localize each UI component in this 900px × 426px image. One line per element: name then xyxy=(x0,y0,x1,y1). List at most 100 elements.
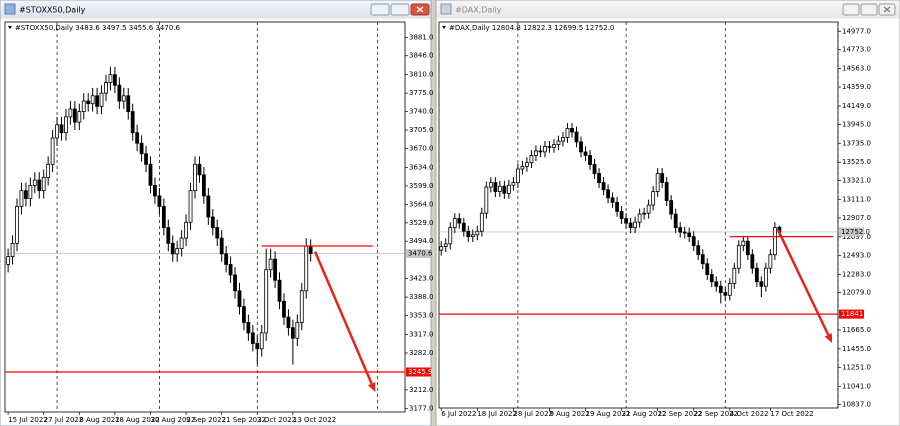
x-tick-label: 21 Sep 2022 xyxy=(222,416,266,424)
title-bar[interactable] xyxy=(436,0,900,19)
candle-body xyxy=(768,254,773,269)
chart-title: #DAX,Daily 12804.8 12822.3 12699.5 12752… xyxy=(449,24,614,32)
close-icon xyxy=(416,6,424,13)
window-title: #DAX,Daily xyxy=(455,6,502,15)
candle-body xyxy=(193,163,197,192)
candle-body xyxy=(497,185,502,192)
y-tick-label: 3705.0 xyxy=(409,126,434,134)
candle-body xyxy=(86,100,91,105)
candle-body xyxy=(543,146,547,153)
candle-body xyxy=(64,116,68,134)
candle-body xyxy=(224,253,229,265)
candle-body xyxy=(282,300,286,318)
candle-body xyxy=(705,263,710,275)
candle-body xyxy=(81,100,86,112)
x-tick-label: 4 Oct 2022 xyxy=(730,410,769,418)
candle-body xyxy=(112,74,117,86)
forecast-arrow-head xyxy=(824,333,833,343)
candle-body xyxy=(184,221,188,239)
x-tick-label: 27 Jul 2022 xyxy=(44,416,84,424)
y-tick-label: 12493.0 xyxy=(842,251,871,259)
candle-body xyxy=(295,322,300,339)
candle-body xyxy=(104,82,108,94)
candle-body xyxy=(108,74,113,84)
candle-body xyxy=(144,153,148,165)
y-tick-label: 12697.0 xyxy=(842,233,871,241)
candle-body xyxy=(506,184,511,194)
candle-body xyxy=(197,163,202,176)
x-tick-label: 18 Jul 2022 xyxy=(477,410,517,418)
forecast-arrow xyxy=(313,251,373,385)
candle-body xyxy=(561,137,565,142)
candle-body xyxy=(157,195,162,207)
candle-body xyxy=(745,240,750,256)
candle-body xyxy=(601,182,606,191)
candle-body xyxy=(606,189,610,199)
x-tick-label: 8 Aug 2022 xyxy=(79,416,119,424)
candle-body xyxy=(246,322,251,334)
x-tick-label: 30 Aug 2022 xyxy=(150,416,195,424)
candle-body xyxy=(308,246,313,254)
y-tick-label: 3810.0 xyxy=(409,71,434,79)
candle-body xyxy=(651,191,656,206)
legend-triangle xyxy=(442,26,446,29)
candle-body xyxy=(228,264,233,276)
candle-body xyxy=(443,243,448,247)
candle-body xyxy=(565,128,570,138)
current-price-box xyxy=(406,249,431,259)
title-bar[interactable] xyxy=(0,0,431,19)
candle-body xyxy=(24,190,28,199)
current-price-box xyxy=(839,227,864,237)
y-tick-label: 3177.0 xyxy=(409,404,434,412)
candle-body xyxy=(68,108,73,118)
candle-body xyxy=(264,269,269,334)
candle-body xyxy=(121,95,126,102)
restore-button[interactable] xyxy=(390,3,410,16)
candle-body xyxy=(250,332,255,344)
candle-body xyxy=(619,210,624,220)
candle-body xyxy=(534,150,538,156)
candle-body xyxy=(664,182,669,201)
restore-button[interactable] xyxy=(860,3,878,16)
y-tick-label: 14563.0 xyxy=(842,65,871,73)
candle-body xyxy=(95,95,100,107)
candle-body xyxy=(19,190,24,207)
candle-body xyxy=(583,151,588,156)
candle-body xyxy=(215,227,220,239)
candle-body xyxy=(678,227,683,233)
minimize-button[interactable] xyxy=(842,3,860,16)
x-tick-label: 9 Aug 2022 xyxy=(549,410,589,418)
chart-window: #DAX,Daily #DAX,Daily 12804.8 12822.3 12… xyxy=(435,0,900,426)
candle-body xyxy=(59,124,64,134)
candle-body xyxy=(588,155,592,165)
window-frame xyxy=(435,0,900,426)
y-tick-label: 13735.0 xyxy=(842,139,871,147)
candle-body xyxy=(691,236,696,247)
candle-body xyxy=(484,186,489,214)
y-tick-label: 12079.0 xyxy=(842,289,871,297)
y-tick-label: 3599.0 xyxy=(409,182,434,190)
candle-body xyxy=(233,274,237,292)
candle-body xyxy=(461,222,466,232)
window-icon xyxy=(440,3,452,15)
candle-body xyxy=(179,237,184,250)
y-tick-label: 12907.0 xyxy=(842,214,871,222)
candle-body xyxy=(290,327,295,339)
chart-title: #STOXX50,Daily 3483.6 3497.5 3455.6 3470… xyxy=(15,24,181,32)
y-tick-label: 3564.0 xyxy=(409,200,434,208)
x-tick-label: 12 Sep 2022 xyxy=(658,410,702,418)
y-tick-label: 3846.0 xyxy=(409,52,434,60)
x-tick-label: 15 Jul 2022 xyxy=(8,416,48,424)
candle-body xyxy=(470,234,475,238)
minimize-button[interactable] xyxy=(370,3,390,16)
y-tick-label: 14773.0 xyxy=(842,46,871,54)
candle-body xyxy=(552,144,556,148)
candle-body xyxy=(673,213,678,229)
candle-body xyxy=(475,230,480,236)
candle-body xyxy=(55,124,59,139)
current-price-label: 3470.6 xyxy=(408,250,433,258)
candle-body xyxy=(304,245,309,292)
candle-body xyxy=(502,185,507,194)
